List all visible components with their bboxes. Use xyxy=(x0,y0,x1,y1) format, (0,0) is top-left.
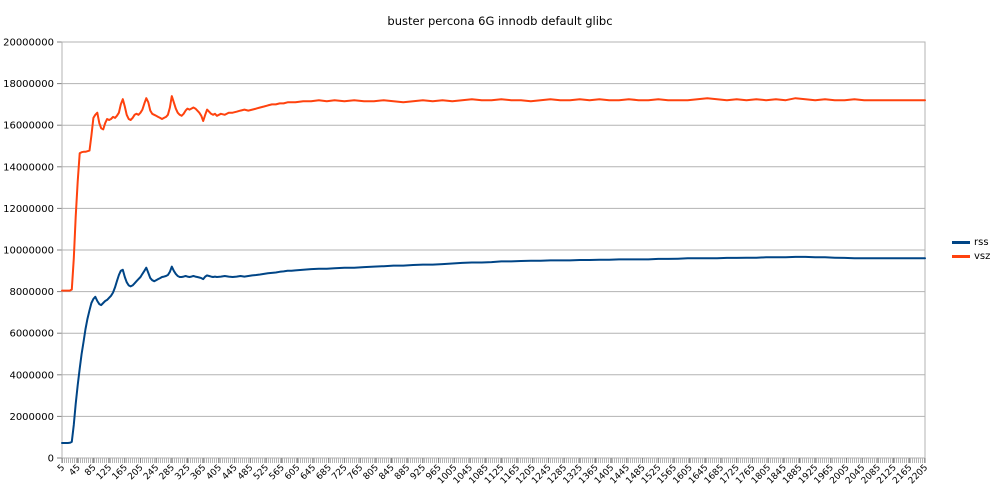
x-tick-label: 485 xyxy=(236,463,255,482)
y-tick-label: 6000000 xyxy=(9,329,54,340)
y-tick-label: 4000000 xyxy=(9,370,54,381)
y-tick-label: 18000000 xyxy=(3,79,54,90)
x-tick-label: 765 xyxy=(346,463,365,482)
legend-item-vsz: vsz xyxy=(952,251,990,262)
x-tick-label: 285 xyxy=(158,463,177,482)
rss-series-line xyxy=(61,255,926,444)
plot-border xyxy=(61,41,926,459)
y-tick-label: 2000000 xyxy=(9,412,54,423)
legend: rss vsz xyxy=(952,237,990,262)
y-tick-label: 12000000 xyxy=(3,204,54,215)
x-tick-label: 405 xyxy=(205,463,224,482)
y-tick-label: 20000000 xyxy=(3,38,54,49)
x-tick-label: 245 xyxy=(142,463,161,482)
x-tick-label: 205 xyxy=(126,463,145,482)
x-tick-label: 125 xyxy=(95,463,114,482)
y-tick-label: 0 xyxy=(48,454,54,465)
chart-title: buster percona 6G innodb default glibc xyxy=(387,14,613,28)
y-tick-label: 14000000 xyxy=(3,162,54,173)
x-tick-label: 565 xyxy=(268,463,287,482)
legend-label-rss: rss xyxy=(974,237,989,248)
x-tick-label: 605 xyxy=(283,463,302,482)
x-tick-label: 885 xyxy=(393,463,412,482)
vsz-series-line xyxy=(61,95,926,292)
x-tick-label: 645 xyxy=(299,463,318,482)
x-tick-label: 925 xyxy=(409,463,428,482)
x-tick-label: 45 xyxy=(68,463,83,478)
y-tick-label: 10000000 xyxy=(3,246,54,257)
x-tick-label: 725 xyxy=(330,463,349,482)
x-tick-label: 5 xyxy=(56,463,67,474)
x-tick-label: 445 xyxy=(220,463,239,482)
x-tick-label: 685 xyxy=(315,463,334,482)
x-tick-label: 805 xyxy=(362,463,381,482)
legend-item-rss: rss xyxy=(952,237,990,248)
vsz-line-swatch xyxy=(952,255,970,258)
x-tick-label: 845 xyxy=(377,463,396,482)
y-tick-label: 16000000 xyxy=(3,121,54,132)
x-tick-label: 325 xyxy=(173,463,192,482)
rss-line-swatch xyxy=(952,241,970,244)
y-tick-label: 8000000 xyxy=(9,287,54,298)
x-tick-label: 525 xyxy=(252,463,271,482)
x-tick-label: 165 xyxy=(111,463,130,482)
legend-label-vsz: vsz xyxy=(974,251,991,262)
x-tick-label: 365 xyxy=(189,463,208,482)
